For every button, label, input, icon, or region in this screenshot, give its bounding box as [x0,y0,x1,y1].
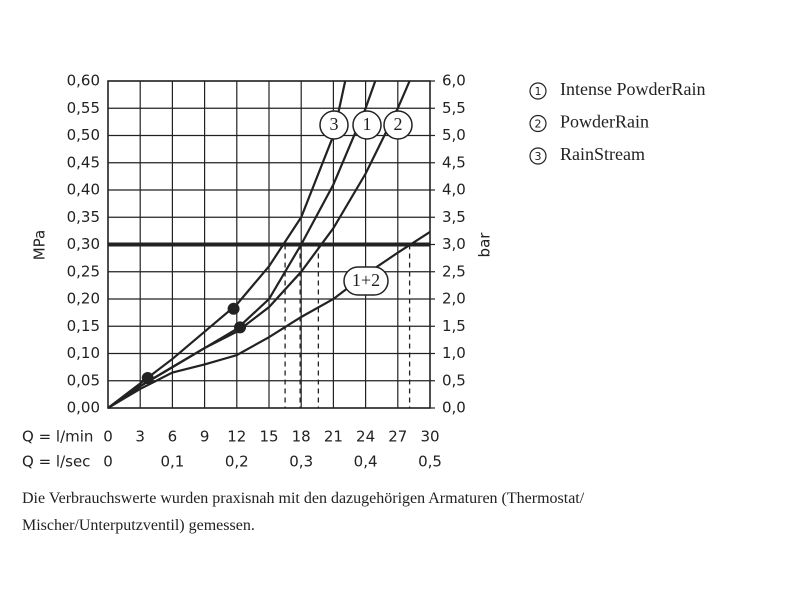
y2-tick-label: 0,0 [442,399,466,417]
y2-tick-label: 6,0 [442,72,466,90]
x-tick-label: 12 [227,428,246,446]
legend-number: 1 [535,85,542,98]
footer-line: Mischer/Unterputzventil) gemessen. [22,517,255,534]
marker [227,302,240,315]
y2-tick-label: 5,0 [442,126,466,144]
x-tick-label: 30 [420,428,439,446]
curve-label-bubble [352,110,382,140]
y2-tick-label: 4,5 [442,153,466,171]
x-tick-label: 3 [135,428,145,446]
y2-tick-label: 0,5 [442,371,466,389]
x-tick-label: 0 [103,428,113,446]
y2-tick-label: 1,5 [442,317,466,335]
legend-symbol [529,114,547,133]
y-tick-label: 0,20 [67,290,100,308]
y-tick-label: 0,55 [67,99,100,117]
y-tick-label: 0,05 [67,371,100,389]
x2-tick-label: 0,3 [289,453,313,471]
curve-label: 2 [394,114,403,134]
y-tick-label: 0,40 [67,181,100,199]
marker [141,372,154,385]
legend-number: 2 [535,118,542,131]
x-tick-label: 6 [168,428,178,446]
y-axis-label: MPa [31,230,49,261]
x2-tick-label: 0 [103,453,113,471]
x-tick-label: 27 [388,428,407,446]
legend-label: Intense PowderRain [560,79,705,99]
y2-tick-label: 1,0 [442,344,466,362]
curve-label-bubble [383,110,413,140]
curve-label: 3 [330,114,339,134]
curve-label-bubble [343,266,389,296]
legend-symbol [529,147,547,165]
legend-label: PowderRain [560,112,649,132]
y-tick-label: 0,00 [67,399,100,417]
legend-label: RainStream [560,144,645,164]
y2-tick-label: 4,0 [442,181,466,199]
y2-tick-label: 2,0 [442,290,466,308]
y2-tick-label: 3,0 [442,235,466,253]
curve-label-bubble [319,110,349,140]
y-tick-label: 0,30 [67,235,100,253]
x2-tick-label: 0,1 [160,453,184,471]
y-tick-label: 0,25 [67,262,100,280]
x-tick-label: 18 [292,428,311,446]
y-tick-label: 0,10 [67,344,100,362]
x2-tick-label: 0,4 [354,453,378,471]
legend-number: 3 [535,150,542,163]
y-tick-label: 0,50 [67,126,100,144]
y2-tick-label: 5,5 [442,99,466,117]
x2-axis-label: Q = l/sec [22,453,90,471]
x-tick-label: 15 [259,428,278,446]
x-tick-label: 9 [200,428,210,446]
y2-tick-label: 3,5 [442,208,466,226]
y2-tick-label: 2,5 [442,262,466,280]
x-axis-label: Q = l/min [22,428,93,446]
y-tick-label: 0,15 [67,317,100,335]
legend-symbol [529,82,547,100]
x-tick-label: 21 [324,428,343,446]
x2-tick-label: 0,5 [418,453,442,471]
marker [234,321,247,334]
y-tick-label: 0,35 [67,208,100,226]
y2-axis-label: bar [476,232,494,258]
x2-tick-label: 0,2 [225,453,249,471]
x-tick-label: 24 [356,428,375,446]
footer-line: Die Verbrauchswerte wurden praxisnah mit… [22,490,585,507]
y-tick-label: 0,60 [67,72,100,90]
series-line [107,80,411,409]
curve-label: 1+2 [352,270,380,290]
y-tick-label: 0,45 [67,153,100,171]
curve-label: 1 [363,114,372,134]
